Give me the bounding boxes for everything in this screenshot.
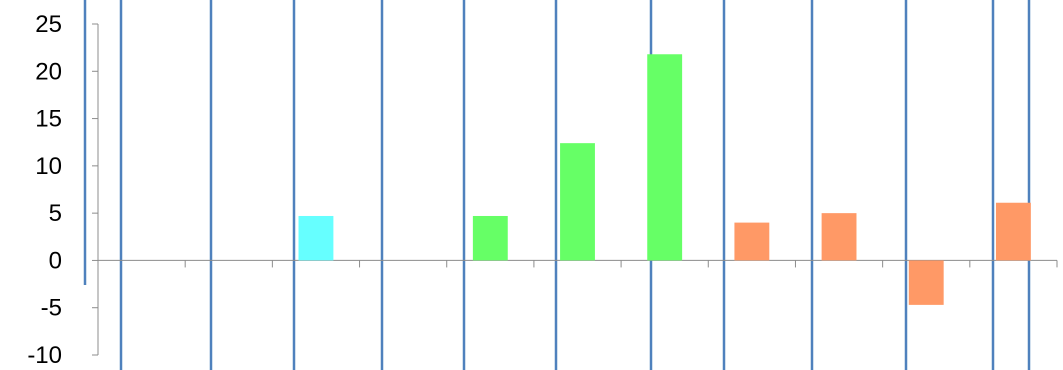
bar — [560, 143, 595, 261]
bar — [298, 215, 334, 261]
y-tick-label: 25 — [35, 11, 62, 38]
y-tick-label: 5 — [49, 200, 62, 227]
y-tick-label: -5 — [41, 295, 62, 322]
y-tick-label: 15 — [35, 106, 62, 133]
y-tick-label: 20 — [35, 58, 62, 85]
bar — [908, 260, 944, 305]
bar — [995, 202, 1031, 261]
bar — [734, 222, 770, 261]
y-tick-label: -10 — [27, 342, 62, 369]
y-tick-label: 0 — [49, 247, 62, 274]
y-axis: -10 -5 0 5 10 15 20 25 — [27, 11, 99, 369]
bar — [472, 215, 508, 261]
bars — [298, 54, 1031, 305]
y-tick-label: 10 — [35, 153, 62, 180]
bar — [647, 54, 683, 261]
vertical-overlay-lines — [83, 0, 1031, 370]
bar — [821, 213, 857, 261]
